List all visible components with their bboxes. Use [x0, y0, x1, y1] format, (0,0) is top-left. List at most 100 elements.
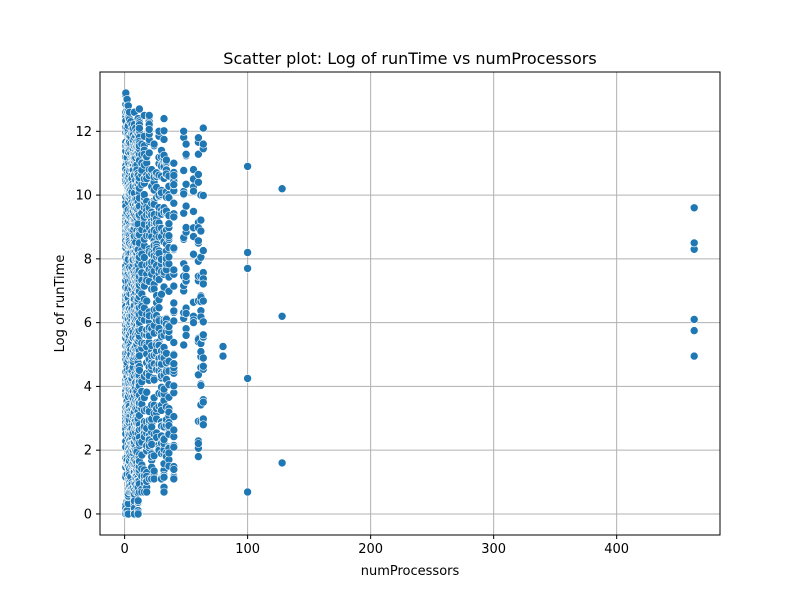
data-point [133, 509, 143, 519]
data-point [199, 353, 208, 363]
data-point [162, 348, 171, 358]
data-point [243, 374, 252, 383]
data-point [149, 466, 159, 476]
data-point [169, 281, 179, 291]
data-point [159, 114, 169, 123]
data-point [169, 198, 179, 208]
data-point [199, 420, 208, 430]
y-tick-label: 12 [75, 125, 92, 140]
data-point [142, 487, 151, 497]
data-point [164, 219, 174, 228]
y-tick-label: 8 [84, 252, 92, 267]
data-point [689, 238, 699, 248]
data-point [189, 318, 198, 327]
data-point [181, 139, 191, 149]
data-point [169, 171, 179, 180]
data-point [169, 359, 179, 369]
data-point [135, 104, 144, 114]
data-point [179, 189, 188, 199]
data-point [194, 170, 203, 179]
data-point [164, 231, 174, 240]
data-point [689, 326, 699, 335]
data-point [164, 448, 174, 458]
data-point [169, 350, 179, 360]
data-point [181, 272, 191, 281]
data-point [169, 465, 179, 474]
data-point [169, 381, 179, 391]
data-point [277, 311, 287, 321]
data-point [164, 286, 174, 296]
data-point [133, 496, 143, 506]
y-tick-label: 6 [84, 316, 92, 331]
data-point [277, 184, 287, 193]
data-point [169, 306, 179, 316]
y-axis-ticks: 0 2 4 6 8 10 12 [75, 125, 100, 522]
data-point [149, 375, 159, 385]
data-point [169, 158, 179, 168]
data-point [142, 387, 151, 397]
y-tick-label: 0 [84, 507, 92, 522]
data-point [243, 248, 252, 257]
data-point [135, 351, 144, 361]
data-point [199, 246, 208, 255]
data-point [194, 149, 203, 159]
data-point [189, 249, 198, 259]
data-point [154, 303, 164, 313]
y-tick-label: 10 [75, 189, 92, 204]
data-point [689, 351, 699, 361]
data-point [179, 127, 188, 136]
data-point [169, 412, 179, 421]
data-point [169, 474, 179, 484]
data-point [179, 340, 188, 350]
data-point [194, 439, 203, 448]
x-tick-label: 0 [120, 542, 128, 557]
data-point [196, 381, 206, 390]
data-point [164, 193, 174, 202]
data-point [196, 226, 206, 236]
data-point [164, 322, 174, 332]
data-point [199, 191, 208, 200]
data-point [218, 351, 228, 361]
data-point [189, 186, 198, 196]
x-axis-ticks: 0 100 200 300 400 [120, 535, 629, 557]
data-point [194, 236, 203, 246]
data-point [243, 264, 252, 273]
data-point [181, 223, 191, 232]
y-axis-label: Log of runTime [53, 255, 68, 353]
data-point [169, 442, 179, 452]
data-point [181, 180, 191, 189]
data-point [196, 215, 206, 225]
data-point [169, 243, 179, 253]
plot-area: 0 100 200 300 400 0 2 4 6 8 10 12 [75, 71, 721, 557]
data-point [181, 150, 191, 159]
data-point [144, 148, 154, 158]
x-tick-label: 300 [481, 542, 506, 557]
chart-title: Scatter plot: Log of runTime vs numProce… [223, 49, 596, 68]
data-point [157, 289, 166, 299]
data-point [194, 178, 203, 187]
data-point [199, 279, 208, 289]
data-point [162, 155, 171, 165]
x-tick-label: 400 [604, 542, 629, 557]
data-point [144, 125, 154, 134]
data-point [189, 207, 198, 216]
data-point [144, 111, 154, 120]
data-point [194, 133, 203, 142]
data-point [243, 162, 252, 171]
data-point [199, 361, 208, 371]
data-point [169, 425, 179, 435]
data-point [194, 452, 203, 461]
data-point [149, 139, 159, 149]
data-point [169, 212, 179, 222]
data-point [135, 365, 144, 375]
data-point [689, 315, 699, 324]
data-point [199, 123, 208, 133]
data-points [121, 88, 699, 519]
data-point [164, 252, 174, 262]
data-point [199, 317, 208, 327]
y-tick-label: 4 [84, 380, 92, 395]
data-point [159, 135, 169, 144]
data-point [147, 440, 156, 449]
data-point [159, 435, 169, 444]
